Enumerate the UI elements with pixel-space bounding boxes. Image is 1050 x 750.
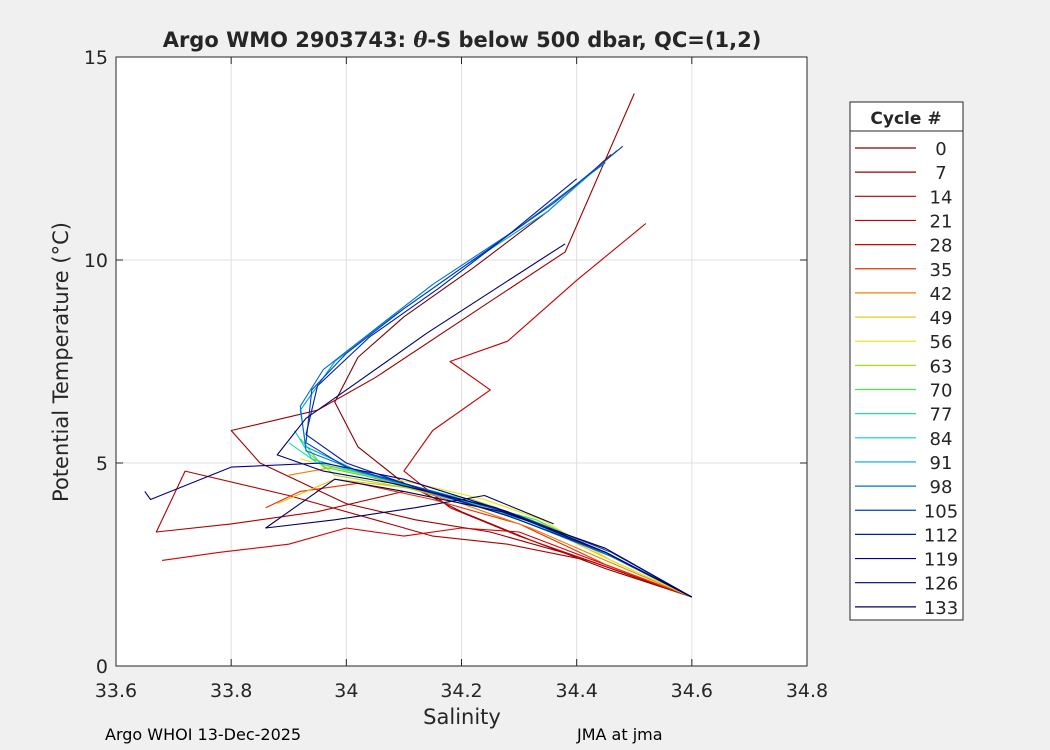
series-line-cycle-112 — [305, 178, 693, 598]
footer-right: JMA at jma — [577, 725, 663, 744]
series-line-cycle-133 — [265, 478, 693, 598]
y-tick-label: 15 — [84, 47, 108, 69]
x-tick-label: 34.8 — [786, 680, 828, 702]
series-line-cycle-21 — [403, 223, 692, 598]
legend-label-56: 56 — [930, 332, 953, 353]
legend-label-42: 42 — [930, 284, 953, 305]
legend: Cycle # 0 7 14 21 28 35 42 49 56 63 70 77 84 91 98 105 1… — [849, 101, 964, 621]
legend-label-84: 84 — [930, 429, 953, 450]
series-line-cycle-56 — [300, 458, 693, 598]
legend-label-35: 35 — [930, 260, 953, 281]
legend-label-70: 70 — [930, 381, 953, 402]
legend-label-105: 105 — [924, 501, 958, 522]
series-line-cycle-28 — [162, 527, 692, 598]
legend-label-49: 49 — [930, 308, 953, 329]
ticks: 33.6 33.8 34 34.2 34.4 34.6 34.8 0 5 10 15 — [84, 47, 828, 702]
legend-label-126: 126 — [924, 574, 958, 595]
x-tick-label: 34 — [334, 680, 358, 702]
series-line-cycle-14 — [155, 470, 692, 598]
y-tick-label: 10 — [84, 250, 108, 272]
footer-left: Argo WHOI 13-Dec-2025 — [105, 725, 302, 744]
series-line-cycle-35 — [265, 482, 692, 598]
legend-label-91: 91 — [930, 453, 953, 474]
x-tick-label: 34.4 — [556, 680, 598, 702]
legend-label-77: 77 — [930, 405, 953, 426]
x-tick-label: 33.6 — [95, 680, 137, 702]
x-tick-label: 33.8 — [210, 680, 252, 702]
series-line-cycle-7 — [230, 93, 692, 598]
x-tick-label: 34.2 — [440, 680, 482, 702]
series-group — [144, 93, 693, 598]
legend-label-133: 133 — [924, 598, 958, 619]
y-tick-label: 5 — [96, 453, 108, 475]
legend-label-28: 28 — [930, 236, 953, 257]
legend-label-63: 63 — [930, 356, 953, 377]
legend-label-0: 0 — [935, 139, 946, 160]
x-axis-label: Salinity — [423, 705, 501, 729]
chart-title: Argo WMO 2903743: θ-S below 500 dbar, QC… — [163, 27, 762, 52]
legend-label-98: 98 — [930, 477, 953, 498]
y-tick-label: 0 — [96, 656, 108, 678]
legend-label-7: 7 — [935, 163, 946, 184]
y-axis-label: Potential Temperature (°C) — [49, 222, 73, 502]
legend-label-14: 14 — [930, 187, 953, 208]
legend-label-119: 119 — [924, 550, 958, 571]
legend-box — [849, 101, 964, 621]
legend-label-112: 112 — [924, 525, 958, 546]
legend-title: Cycle # — [870, 109, 941, 129]
x-tick-label: 34.6 — [671, 680, 713, 702]
legend-label-21: 21 — [930, 211, 953, 232]
